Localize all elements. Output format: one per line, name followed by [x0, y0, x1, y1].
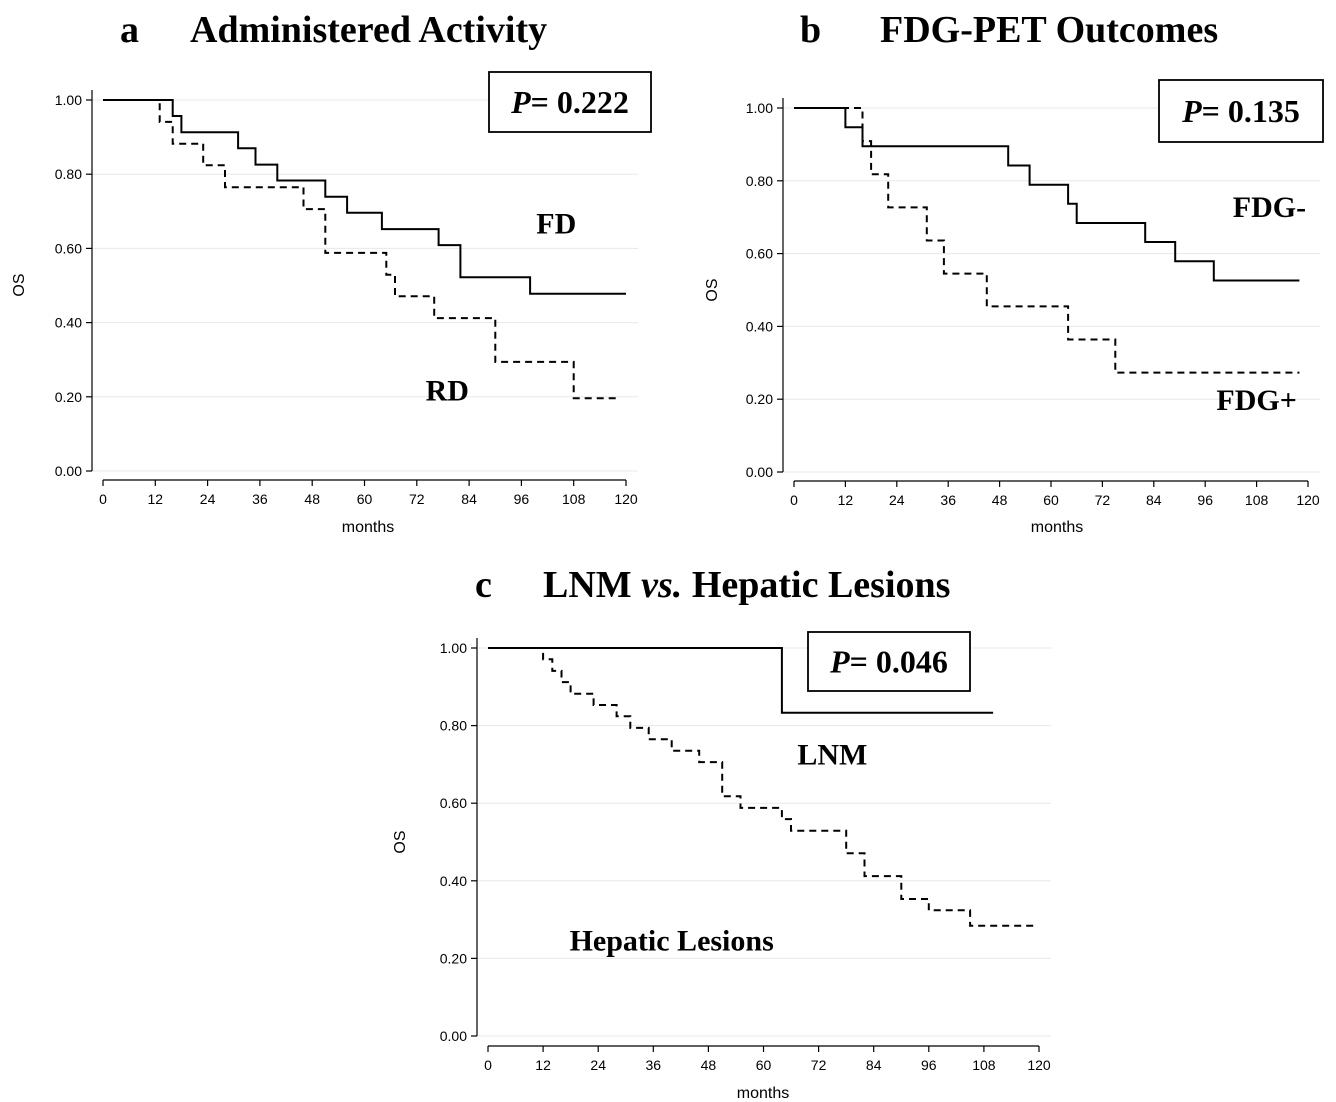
panel-c-letter: c — [475, 564, 492, 606]
panel-b-x-tick-label: 96 — [1197, 492, 1213, 508]
panel-a-title: Administered Activity — [190, 9, 547, 51]
panel-a-x-tick-label: 84 — [461, 491, 477, 507]
panel-c-x-tick-label: 84 — [866, 1057, 882, 1073]
panel-c-plot: 0.00 0.20 0.40 0.60 0.80 1.00 0 12 24 36 48 60 72 84 9… — [440, 631, 1051, 1073]
panel-b-y-tick-label: 0.80 — [746, 173, 773, 189]
panel-b-y-tick-label: 0.60 — [746, 246, 773, 262]
panel-b-x-tick-label: 12 — [838, 492, 854, 508]
panel-c-x-tick-label: 0 — [484, 1057, 492, 1073]
panel-c-curve-lnm — [488, 647, 994, 714]
panel-b-pvalue: P= 0.135 — [1181, 93, 1300, 129]
panel-a-y-tick-label: 0.60 — [55, 240, 82, 256]
panel-a-y-tick-label: 0.20 — [55, 389, 82, 405]
panel-c-title: LNM vs. Hepatic Lesions — [543, 564, 950, 606]
panel-c-y-axis-label: OS — [392, 830, 409, 853]
panel-a-x-tick-label: 108 — [562, 491, 586, 507]
panel-b-pvalue-box — [1158, 79, 1324, 143]
panel-b-x-tick-label: 108 — [1245, 492, 1269, 508]
panel-c-curve-hepatic-lesions — [488, 647, 1035, 927]
panel-c-x-axis-label: months — [737, 1085, 789, 1102]
panel-c-series-label: Hepatic Lesions — [570, 925, 774, 958]
panel-c-x-tick-label: 60 — [756, 1057, 772, 1073]
panel-a: a Administered Activity months OS 0.000.… — [11, 9, 652, 536]
panel-a-curve-rd — [103, 99, 618, 400]
panel-a-x-tick-label: 96 — [514, 491, 530, 507]
panel-a-x-tick-label: 72 — [409, 491, 425, 507]
panel-c-title-part-2: vs. — [641, 564, 682, 606]
panel-b-y-axis-label: OS — [704, 278, 721, 301]
panel-a-y-tick-label: 0.00 — [55, 463, 82, 479]
panel-a-x-tick-label: 0 — [99, 491, 107, 507]
panel-b-x-tick-label: 60 — [1043, 492, 1059, 508]
panel-b-curve-fdg-plus — [794, 107, 1300, 374]
panel-b-x-tick-label: 0 — [790, 492, 798, 508]
panel-b-y-tick-label: 0.20 — [746, 391, 773, 407]
panel-c-x-tick-label: 108 — [972, 1057, 996, 1073]
panel-b: b FDG-PET Outcomes months OS 0.00 0.20 0.4… — [704, 9, 1324, 536]
panel-c-y-tick-label: 0.80 — [440, 718, 467, 734]
panel-a-x-tick-label: 24 — [200, 491, 216, 507]
panel-c-y-tick-label: 0.60 — [440, 795, 467, 811]
panel-c-series-label: LNM — [797, 738, 867, 771]
panel-a-x-tick-label: 60 — [357, 491, 373, 507]
panel-c-pvalue-box — [807, 631, 971, 692]
panel-c-y-tick-label: 0.40 — [440, 873, 467, 889]
panel-c-title-part-3: Hepatic Lesions — [682, 564, 950, 606]
panel-a-y-tick-label: 1.00 — [55, 92, 82, 108]
panel-b-x-tick-label: 84 — [1146, 492, 1162, 508]
panel-c: c LNM vs. Hepatic Lesions months OS 0.00… — [392, 564, 1051, 1102]
panel-c-y-tick-label: 0.20 — [440, 950, 467, 966]
panel-c-x-tick-label: 72 — [811, 1057, 827, 1073]
panel-b-y-tick-label: 1.00 — [746, 100, 773, 116]
panel-c-x-tick-label: 36 — [646, 1057, 662, 1073]
panel-c-x-tick-label: 12 — [535, 1057, 551, 1073]
panel-a-x-axis-label: months — [342, 519, 394, 536]
panel-b-title: FDG-PET Outcomes — [880, 9, 1218, 51]
panel-b-series-label: FDG+ — [1216, 384, 1296, 417]
panel-c-y-tick-label: 1.00 — [440, 640, 467, 656]
panel-b-y-tick-label: 0.40 — [746, 318, 773, 334]
panel-c-x-tick-label: 96 — [921, 1057, 937, 1073]
panel-a-plot: 0.00 0.20 0.40 0.60 0.80 1.00 0 12 24 36 48 60 72 84 9… — [55, 71, 652, 507]
panel-c-pvalue: P= 0.046 — [829, 644, 948, 680]
panel-b-x-axis-label: months — [1031, 519, 1083, 536]
panel-a-letter: a — [120, 9, 139, 51]
panel-a-x-tick-label: 48 — [304, 491, 320, 507]
panel-b-plot: 0.00 0.20 0.40 0.60 0.80 1.00 0 12 24 36 48 60 72 84 9… — [746, 79, 1324, 508]
panel-c-x-tick-label: 24 — [590, 1057, 606, 1073]
panel-b-x-tick-label: 120 — [1296, 492, 1320, 508]
panel-a-x-tick-label: 12 — [148, 491, 164, 507]
panel-a-pvalue: P= 0.222 — [510, 84, 629, 120]
panel-c-y-tick-label: 0.00 — [440, 1028, 467, 1044]
panel-c-title-part-1: LNM — [543, 564, 641, 606]
panel-a-y-tick-label: 0.40 — [55, 315, 82, 331]
panel-b-y-tick-label: 0.00 — [746, 464, 773, 480]
panel-b-x-tick-label: 36 — [940, 492, 956, 508]
panel-a-x-tick-label: 120 — [614, 491, 638, 507]
panel-a-pvalue-box — [488, 71, 652, 133]
panel-a-x-tick-label: 36 — [252, 491, 268, 507]
panel-b-series-label: FDG- — [1233, 191, 1306, 224]
panel-b-x-tick-label: 24 — [889, 492, 905, 508]
panel-a-curve-fd — [103, 99, 626, 295]
panel-a-y-tick-label: 0.80 — [55, 166, 82, 182]
panel-a-series-label: RD — [426, 375, 469, 408]
panel-a-series-label: FD — [536, 208, 576, 241]
panel-b-letter: b — [800, 9, 821, 51]
panel-b-x-tick-label: 48 — [992, 492, 1008, 508]
panel-b-x-tick-label: 72 — [1095, 492, 1111, 508]
panel-a-y-axis-label: OS — [11, 273, 28, 296]
panel-c-x-tick-label: 48 — [701, 1057, 717, 1073]
panel-c-x-tick-label: 120 — [1027, 1057, 1051, 1073]
